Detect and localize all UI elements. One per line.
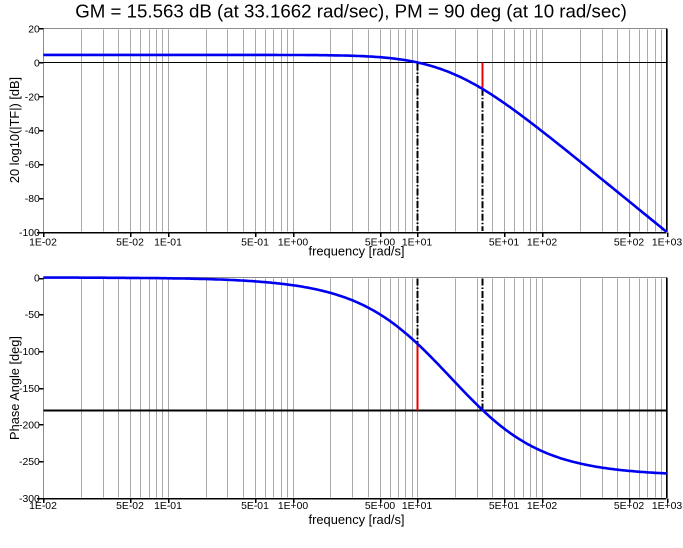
svg-text:1E+03: 1E+03 <box>652 501 683 512</box>
svg-text:-20: -20 <box>25 92 40 103</box>
svg-text:-50: -50 <box>25 310 40 321</box>
svg-text:-150: -150 <box>19 384 40 395</box>
svg-text:-80: -80 <box>25 194 40 205</box>
svg-text:Phase Angle [deg]: Phase Angle [deg] <box>7 336 22 440</box>
svg-text:0: 0 <box>34 274 40 285</box>
svg-text:1E+02: 1E+02 <box>527 501 558 512</box>
svg-text:1E+00: 1E+00 <box>278 238 309 249</box>
svg-text:frequency [rad/s]: frequency [rad/s] <box>308 244 404 259</box>
svg-text:1E-01: 1E-01 <box>154 238 182 249</box>
svg-text:5E-01: 5E-01 <box>241 238 269 249</box>
svg-text:20 log10(|TF|) [dB]: 20 log10(|TF|) [dB] <box>7 77 22 183</box>
svg-text:1E-02: 1E-02 <box>29 501 57 512</box>
svg-text:-60: -60 <box>25 160 40 171</box>
svg-text:1E-02: 1E-02 <box>29 238 57 249</box>
svg-text:1E+01: 1E+01 <box>402 238 433 249</box>
svg-text:5E+01: 5E+01 <box>489 501 520 512</box>
svg-text:5E-02: 5E-02 <box>116 238 144 249</box>
svg-text:20: 20 <box>28 25 40 36</box>
svg-text:5E-02: 5E-02 <box>116 501 144 512</box>
svg-text:-100: -100 <box>19 228 40 239</box>
svg-text:GM = 15.563 dB (at 33.1662 rad: GM = 15.563 dB (at 33.1662 rad/sec), PM … <box>75 1 627 22</box>
svg-text:-300: -300 <box>19 494 40 505</box>
svg-text:5E+01: 5E+01 <box>489 238 520 249</box>
svg-text:frequency [rad/s]: frequency [rad/s] <box>308 512 404 527</box>
svg-text:1E+01: 1E+01 <box>402 501 433 512</box>
svg-text:1E+00: 1E+00 <box>278 501 309 512</box>
svg-text:1E-01: 1E-01 <box>154 501 182 512</box>
svg-text:5E+00: 5E+00 <box>365 238 396 249</box>
svg-text:0: 0 <box>34 58 40 69</box>
svg-text:-40: -40 <box>25 126 40 137</box>
svg-text:-250: -250 <box>19 457 40 468</box>
svg-text:1E+03: 1E+03 <box>652 238 683 249</box>
svg-text:5E+00: 5E+00 <box>365 501 396 512</box>
svg-text:5E-01: 5E-01 <box>241 501 269 512</box>
svg-text:-100: -100 <box>19 347 40 358</box>
svg-text:1E+02: 1E+02 <box>527 238 558 249</box>
svg-text:5E+02: 5E+02 <box>614 238 645 249</box>
svg-text:-200: -200 <box>19 421 40 432</box>
svg-text:5E+02: 5E+02 <box>614 501 645 512</box>
